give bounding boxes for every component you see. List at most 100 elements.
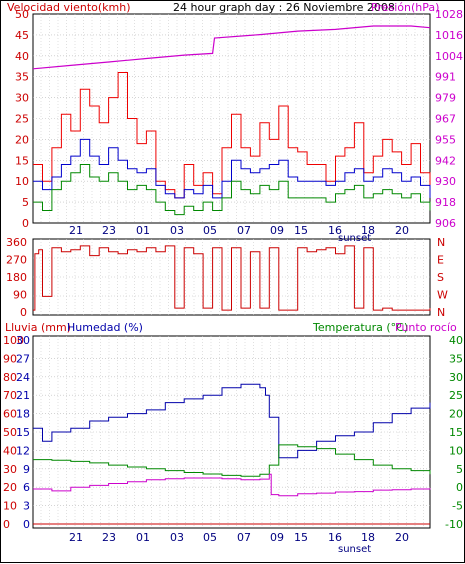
pressure-tick-label: 1016 — [435, 29, 463, 42]
time-tick-label: 20 — [395, 531, 409, 544]
wind-left-label: Velocidad viento(kmh) — [7, 1, 131, 14]
temperature-tick-label: 25 — [449, 389, 463, 402]
series-line-wind-direction — [33, 245, 431, 311]
time-tick-label: 01 — [136, 224, 150, 237]
humidity-tick-label: 21 — [16, 389, 30, 402]
direction-tick-label: 360 — [6, 236, 27, 249]
series-line-humedad — [33, 383, 431, 459]
rain-tick-label: 100 — [3, 334, 24, 347]
wind-tick-label: 25 — [15, 113, 29, 126]
rain-tick-label: 0 — [3, 518, 10, 531]
humidity-tick-label: 15 — [16, 426, 30, 439]
series-line-r-faga — [33, 72, 431, 199]
wind-tick-label: 40 — [15, 50, 29, 63]
pressure-tick-label: 979 — [435, 92, 456, 105]
wind-tick-label: 20 — [15, 133, 29, 146]
pressure-tick-label: 930 — [435, 175, 456, 188]
time-tick-label: 07 — [237, 531, 251, 544]
pressure-tick-label: 955 — [435, 133, 456, 146]
pressure-tick-label: 906 — [435, 217, 456, 230]
temperature-tick-label: -10 — [445, 518, 463, 531]
time-tick-label: 09 — [270, 224, 284, 237]
wind-tick-label: 45 — [15, 29, 29, 42]
time-tick-label: 23 — [102, 531, 116, 544]
wind-tick-label: 50 — [15, 8, 29, 21]
temperature-tick-label: 10 — [449, 444, 463, 457]
temp-series — [33, 383, 431, 525]
wind-tick-label: 15 — [15, 154, 29, 167]
humidity-tick-label: 3 — [23, 500, 30, 513]
pressure-tick-label: 991 — [435, 71, 456, 84]
humidity-tick-label: 12 — [16, 444, 30, 457]
time-tick-label: 03 — [170, 531, 184, 544]
series-line-presi-n — [32, 25, 431, 70]
compass-tick-label: S — [437, 271, 444, 284]
direction-tick-label: 180 — [6, 271, 27, 284]
time-tick-label: 16 — [328, 224, 342, 237]
wind-tick-label: 5 — [22, 196, 29, 209]
humidity-tick-label: 0 — [23, 518, 30, 531]
time-tick-label: 23 — [102, 224, 116, 237]
series-line-viento-medio — [33, 164, 431, 216]
rain-tick-label: 20 — [3, 481, 17, 494]
temperature-label: Temperatura (°C) — [312, 321, 408, 334]
humidity-tick-label: 30 — [16, 334, 30, 347]
dewpoint-label: Punto rocío — [395, 321, 457, 334]
sunset-label-top: sunset — [338, 233, 371, 244]
wind-ticks: 0510152025303540455090691893094295596797… — [15, 8, 463, 237]
rain-tick-label: 30 — [3, 463, 17, 476]
rain-tick-label: 80 — [3, 371, 17, 384]
direction-tick-label: 0 — [20, 306, 27, 319]
rain-label: Lluvia (mm) — [5, 321, 71, 334]
direction-tick-label: 270 — [6, 254, 27, 267]
time-tick-label: 05 — [203, 224, 217, 237]
temperature-tick-label: 5 — [456, 463, 463, 476]
temperature-tick-label: -5 — [452, 500, 463, 513]
compass-tick-label: W — [437, 289, 448, 302]
pressure-tick-label: 942 — [435, 154, 456, 167]
series-line-temperatura — [33, 444, 431, 477]
rain-tick-label: 40 — [3, 444, 17, 457]
time-tick-label: 15 — [294, 224, 308, 237]
sunset-label-bottom: sunset — [338, 544, 371, 555]
pressure-right-label: Presión(hPa) — [371, 1, 439, 14]
time-tick-label: 15 — [294, 531, 308, 544]
time-tick-label: 21 — [69, 531, 83, 544]
rain-tick-label: 50 — [3, 426, 17, 439]
time-tick-label: 01 — [136, 531, 150, 544]
rain-tick-label: 60 — [3, 408, 17, 421]
rain-tick-label: 70 — [3, 389, 17, 402]
humidity-tick-label: 9 — [23, 463, 30, 476]
pressure-tick-label: 1004 — [435, 50, 463, 63]
temperature-tick-label: 35 — [449, 352, 463, 365]
pressure-tick-label: 1028 — [435, 8, 463, 21]
temperature-tick-label: 40 — [449, 334, 463, 347]
wind-tick-label: 0 — [22, 217, 29, 230]
direction-series — [33, 245, 431, 311]
time-tick-label: 05 — [203, 531, 217, 544]
compass-tick-label: N — [437, 236, 445, 249]
humidity-tick-label: 24 — [16, 371, 30, 384]
humidity-label: Humedad (%) — [67, 321, 143, 334]
chart-title: 24 hour graph day : 26 Noviembre 2008 — [173, 1, 395, 14]
time-tick-label: 03 — [170, 224, 184, 237]
wind-tick-label: 35 — [15, 71, 29, 84]
humidity-tick-label: 6 — [23, 481, 30, 494]
time-tick-label: 18 — [361, 531, 375, 544]
temperature-tick-label: 20 — [449, 408, 463, 421]
time-tick-label: 20 — [395, 224, 409, 237]
time-tick-label: 09 — [270, 531, 284, 544]
direction-tick-label: 90 — [13, 289, 27, 302]
series-line-punto-roc-o — [33, 473, 431, 497]
temperature-tick-label: 15 — [449, 426, 463, 439]
compass-tick-label: N — [437, 306, 445, 319]
pressure-tick-label: 918 — [435, 196, 456, 209]
wind-tick-label: 30 — [15, 92, 29, 105]
time-tick-label: 18 — [361, 224, 375, 237]
wind-series — [32, 25, 431, 216]
temp-ticks: 0102030405060708090100036912151821242730… — [3, 334, 463, 544]
time-tick-label: 16 — [328, 531, 342, 544]
